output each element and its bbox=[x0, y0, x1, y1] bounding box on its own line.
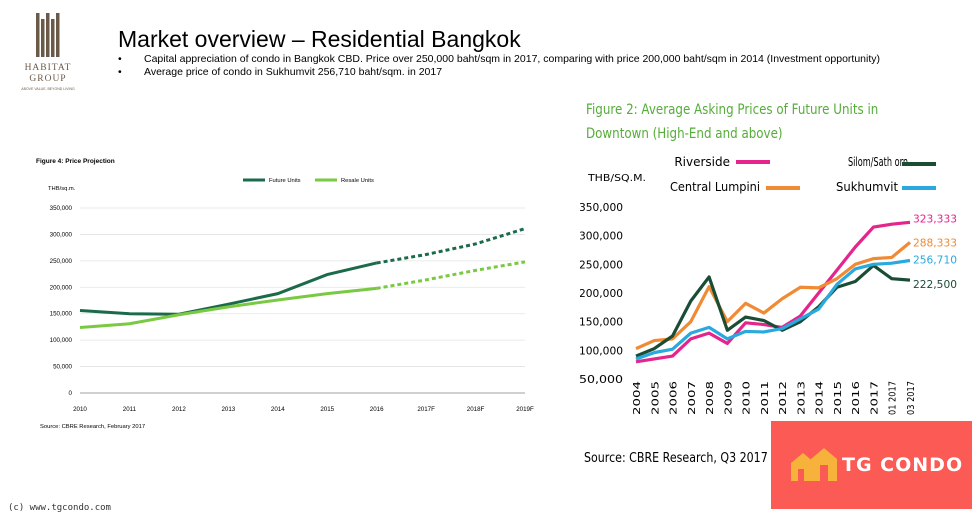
x-tick-label: 2015 bbox=[320, 406, 334, 413]
y-tick-label: 100,000 bbox=[580, 344, 623, 357]
legend-label-resale: Resale Units bbox=[341, 178, 374, 184]
y-tick-label: 300,000 bbox=[580, 230, 623, 243]
y-tick-label: 250,000 bbox=[50, 258, 73, 265]
legend-label-sukhumvit: Sukhumvit bbox=[836, 180, 898, 194]
x-tick-label: 2015 bbox=[833, 381, 844, 415]
legend-label-riverside: Riverside bbox=[674, 155, 730, 169]
y-tick-label: 50,000 bbox=[53, 364, 72, 371]
bullet-mark: • bbox=[118, 66, 122, 78]
chart-source: Source: CBRE Research, February 2017 bbox=[40, 424, 145, 430]
pillars-icon bbox=[36, 13, 60, 57]
y-axis-label: THB/sq.m. bbox=[48, 186, 76, 192]
y-tick-label: 200,000 bbox=[580, 287, 623, 300]
bullet-list: • Capital appreciation of condo in Bangko… bbox=[118, 53, 880, 79]
x-tick-label: 2017 bbox=[869, 381, 880, 415]
x-tick-label: 2010 bbox=[742, 381, 753, 415]
y-tick-label: 150,000 bbox=[580, 316, 623, 329]
y-tick-label: 350,000 bbox=[580, 201, 623, 214]
figure2-title-line1: Figure 2: Average Asking Prices of Futur… bbox=[586, 102, 879, 118]
bullet-text: Capital appreciation of condo in Bangkok… bbox=[144, 53, 881, 65]
x-tick-label: 2019F bbox=[516, 406, 534, 413]
tg-condo-banner bbox=[771, 421, 972, 509]
x-tick-label: 01 2017 bbox=[888, 381, 899, 415]
x-tick-label: 2005 bbox=[650, 381, 661, 415]
figure2-source: Source: CBRE Research, Q3 2017 bbox=[584, 451, 768, 466]
x-tick-label: 2014 bbox=[271, 406, 285, 413]
x-tick-label: 2011 bbox=[123, 406, 137, 413]
x-tick-label: 2016 bbox=[851, 381, 862, 415]
bullet-item: • Capital appreciation of condo in Bangko… bbox=[118, 53, 880, 66]
series-line bbox=[635, 258, 911, 361]
y-tick-label: 350,000 bbox=[50, 205, 73, 212]
chart-legend: Riverside Central Lumpini Silom/Sath orn… bbox=[670, 155, 936, 194]
x-tick-label: 2011 bbox=[760, 381, 771, 415]
end-value-label: 323,333 bbox=[913, 212, 957, 225]
end-value-label: 256,710 bbox=[913, 253, 957, 266]
bullet-text: Average price of condo in Sukhumvit 256,… bbox=[144, 66, 443, 78]
end-value-label: 288,333 bbox=[913, 236, 957, 249]
x-tick-label: 2009 bbox=[723, 381, 734, 415]
legend-label-silom: Silom/Sath orn bbox=[848, 155, 908, 169]
copyright-text: (c) www.tgcondo.com bbox=[8, 503, 111, 513]
x-tick-label: 2004 bbox=[632, 381, 643, 415]
x-tick-label: 2017F bbox=[417, 406, 435, 413]
x-tick-label: 03 2017 bbox=[906, 381, 917, 415]
y-tick-label: 300,000 bbox=[50, 231, 73, 238]
legend-label-lumpini: Central Lumpini bbox=[670, 180, 760, 194]
y-tick-label: 50,000 bbox=[580, 373, 623, 386]
y-axis-label: THB/SQ.M. bbox=[587, 173, 646, 184]
series-line bbox=[635, 220, 911, 364]
x-tick-label: 2013 bbox=[796, 381, 807, 415]
x-tick-label: 2010 bbox=[73, 406, 87, 413]
x-tick-label: 2012 bbox=[172, 406, 186, 413]
logo-tagline: ABOVE VALUE, BEYOND LIVING bbox=[21, 87, 75, 91]
series-line bbox=[635, 263, 911, 358]
houses-icon bbox=[791, 448, 837, 481]
y-tick-label: 0 bbox=[69, 390, 73, 397]
y-tick-label: 150,000 bbox=[50, 311, 73, 318]
y-tick-label: 200,000 bbox=[50, 284, 73, 291]
figure2-title: Figure 2: Average Asking Prices of Futur… bbox=[586, 98, 898, 146]
bullet-mark: • bbox=[118, 53, 122, 65]
series-line-projected bbox=[376, 227, 526, 265]
series-line-projected bbox=[376, 260, 526, 290]
page-title: Market overview – Residential Bangkok bbox=[118, 26, 521, 52]
x-tick-label: 2012 bbox=[778, 381, 789, 415]
x-tick-label: 2016 bbox=[370, 406, 384, 413]
x-tick-label: 2018F bbox=[467, 406, 485, 413]
x-tick-label: 2008 bbox=[705, 381, 716, 415]
chart-legend: Future Units Resale Units bbox=[243, 178, 374, 184]
y-tick-label: 100,000 bbox=[50, 337, 73, 344]
figure2-title-line2: Downtown (High-End and above) bbox=[586, 126, 783, 142]
brand-text: TG CONDO bbox=[842, 454, 964, 476]
series-line-actual bbox=[79, 286, 377, 329]
end-value-label: 222,500 bbox=[913, 278, 957, 291]
x-tick-label: 2014 bbox=[815, 381, 826, 415]
logo-line1: HABITAT bbox=[24, 63, 72, 73]
series-line-actual bbox=[79, 261, 378, 316]
legend-label-future: Future Units bbox=[269, 178, 301, 184]
x-tick-label: 2013 bbox=[221, 406, 235, 413]
y-tick-label: 250,000 bbox=[580, 258, 623, 271]
series-line bbox=[635, 241, 912, 351]
habitat-group-logo: HABITAT GROUP ABOVE VALUE, BEYOND LIVING bbox=[0, 8, 96, 108]
asking-prices-chart: THB/SQ.M. Riverside Central Lumpini Silo… bbox=[580, 155, 957, 415]
price-projection-chart: Figure 4: Price Projection THB/sq.m. 0 50… bbox=[36, 158, 534, 430]
chart-title: Figure 4: Price Projection bbox=[36, 158, 115, 165]
x-tick-label: 2006 bbox=[669, 381, 680, 415]
logo-line2: GROUP bbox=[29, 74, 67, 84]
x-tick-label: 2007 bbox=[687, 381, 698, 415]
bullet-item: • Average price of condo in Sukhumvit 256… bbox=[118, 66, 880, 79]
